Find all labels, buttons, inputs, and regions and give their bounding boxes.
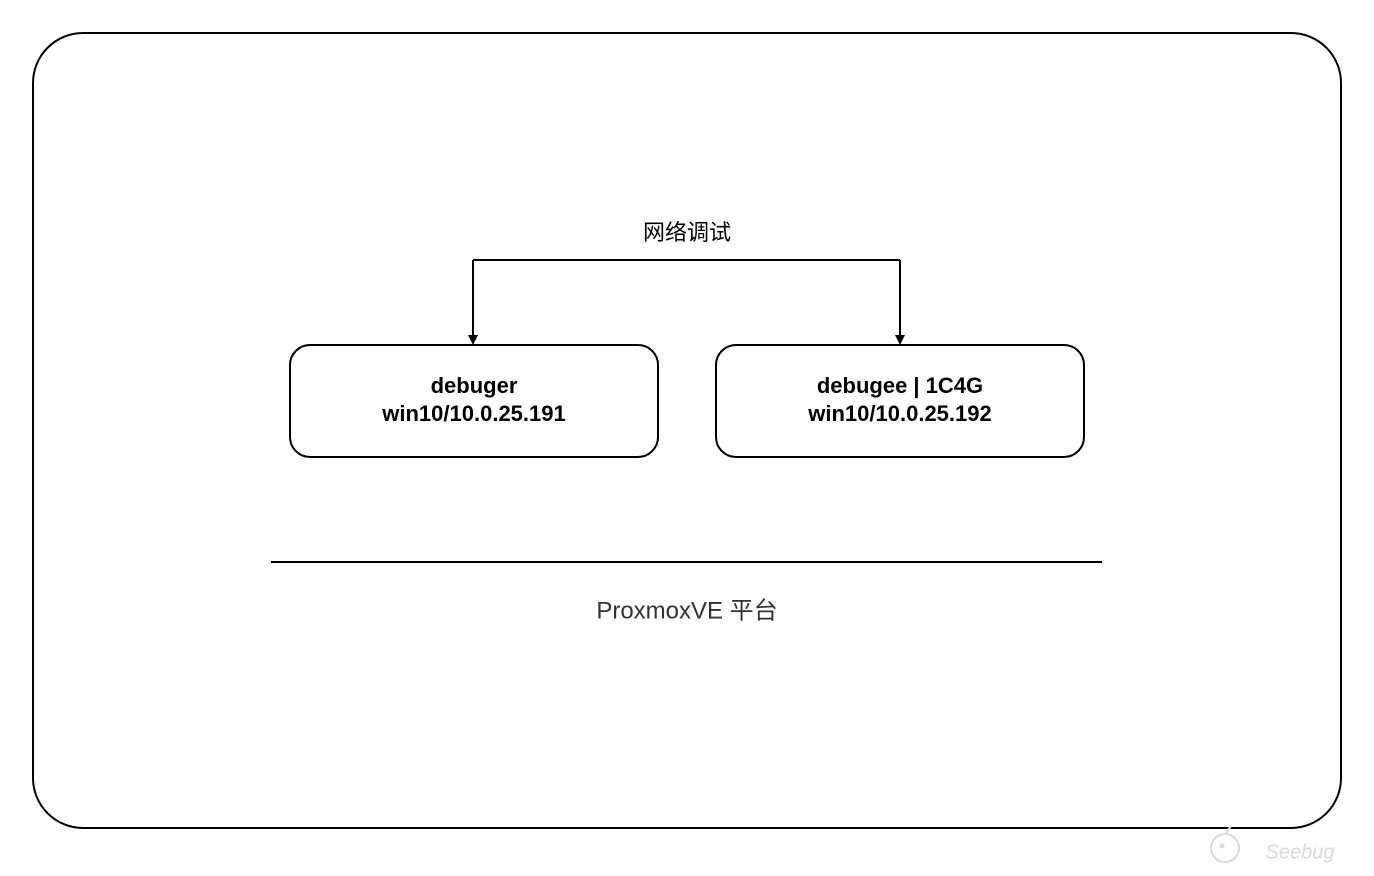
platform-label: ProxmoxVE 平台 <box>596 597 777 624</box>
node-debugee-line-1: win10/10.0.25.192 <box>807 401 991 426</box>
connector-label: 网络调试 <box>643 220 731 245</box>
outer-container <box>33 33 1341 828</box>
node-debuger-line-1: win10/10.0.25.191 <box>381 401 565 426</box>
node-debuger: debuger win10/10.0.25.191 <box>290 345 658 457</box>
node-debugee: debugee | 1C4G win10/10.0.25.192 <box>716 345 1084 457</box>
node-debugee-line-0: debugee | 1C4G <box>817 373 983 398</box>
watermark-text: Seebug <box>1266 841 1335 863</box>
node-debuger-line-0: debuger <box>431 373 518 398</box>
watermark: Seebug <box>1211 826 1334 863</box>
